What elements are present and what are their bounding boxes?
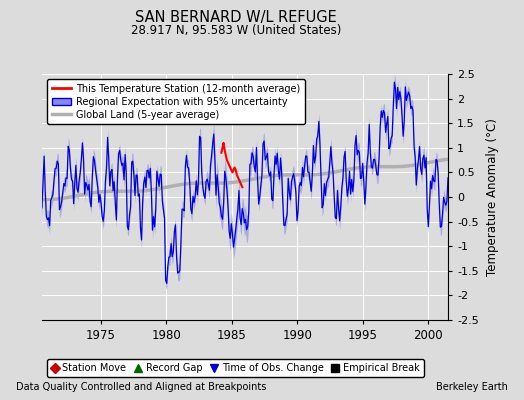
Y-axis label: Temperature Anomaly (°C): Temperature Anomaly (°C) xyxy=(486,118,499,276)
Text: SAN BERNARD W/L REFUGE: SAN BERNARD W/L REFUGE xyxy=(135,10,337,25)
Text: Data Quality Controlled and Aligned at Breakpoints: Data Quality Controlled and Aligned at B… xyxy=(16,382,266,392)
Text: Berkeley Earth: Berkeley Earth xyxy=(436,382,508,392)
Text: 28.917 N, 95.583 W (United States): 28.917 N, 95.583 W (United States) xyxy=(130,24,341,37)
Legend: Station Move, Record Gap, Time of Obs. Change, Empirical Break: Station Move, Record Gap, Time of Obs. C… xyxy=(47,359,424,377)
